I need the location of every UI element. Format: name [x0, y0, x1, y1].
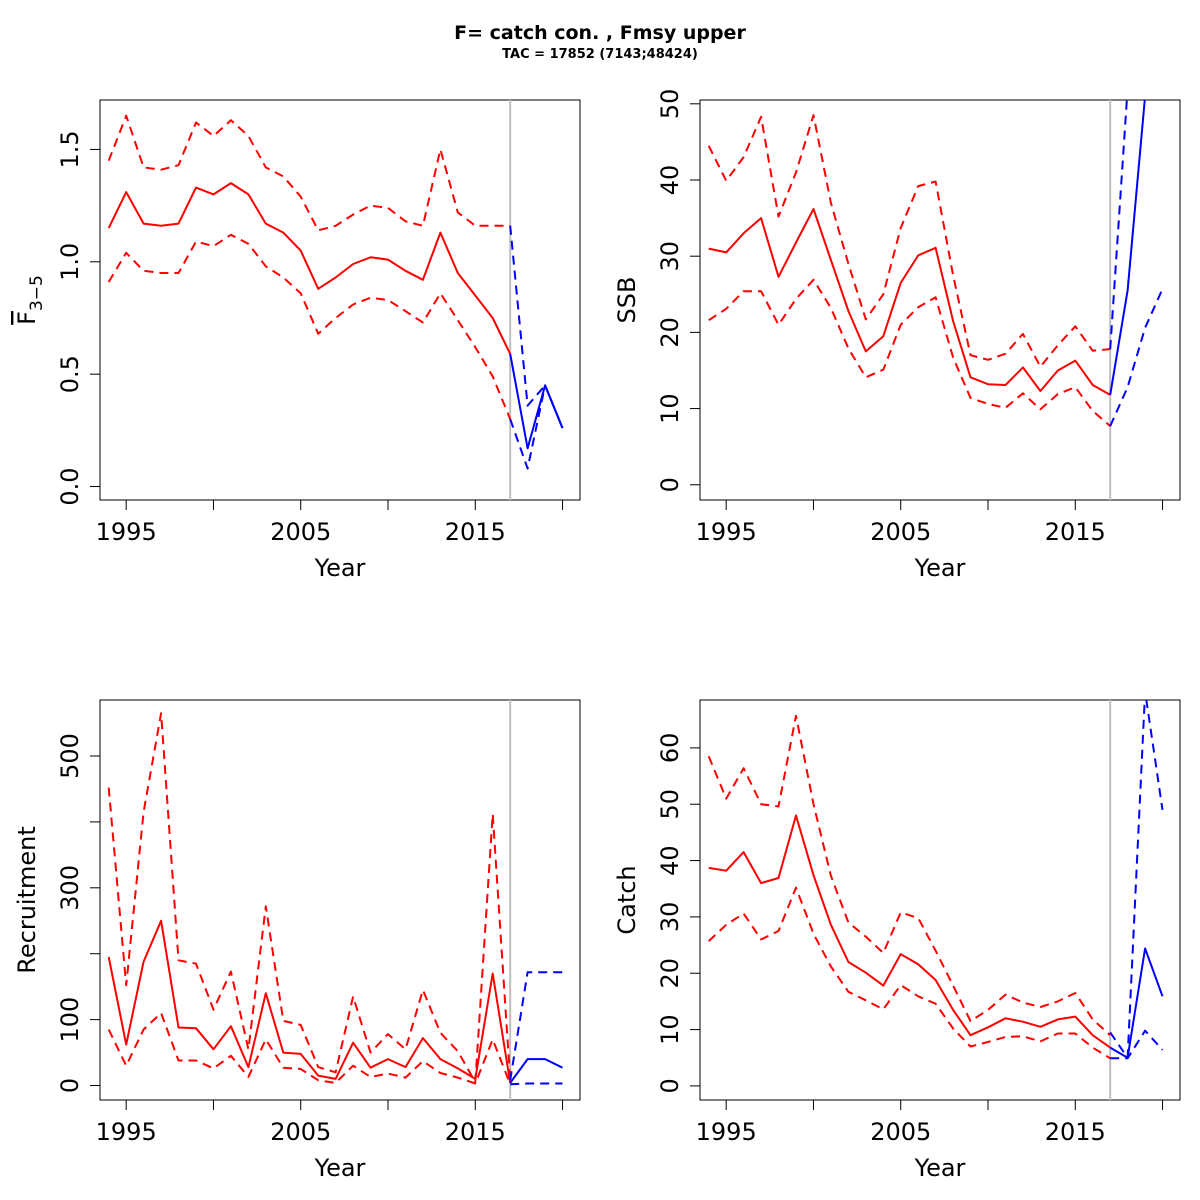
- catch-panel: 1995 2005 2015 0 10 20 30 40 50 60 Year Catch: [613, 699, 1181, 1182]
- historic-estimate-line: [107, 919, 512, 1084]
- x-tick-label: 2005: [870, 518, 931, 546]
- y-tick-label: 0: [56, 1078, 84, 1093]
- forecast-lower-line: [510, 1082, 563, 1086]
- x-tick-label: 1995: [696, 518, 757, 546]
- y-tick-label: 20: [656, 958, 684, 989]
- x-axis-title: Year: [914, 1154, 966, 1182]
- y-tick-label: 50: [656, 89, 684, 120]
- x-tick-label: 2015: [445, 518, 506, 546]
- x-tick-label: 2005: [270, 1118, 331, 1146]
- y-axis-title: SSB: [613, 277, 641, 324]
- forecast-estimate-line: [509, 353, 564, 450]
- y-axis-title: Recruitment: [13, 826, 41, 973]
- forecast-lower-line: [509, 384, 564, 470]
- forecast-upper-line: [509, 971, 563, 1081]
- x-tick-label: 1995: [96, 1118, 157, 1146]
- plot-lines: [707, 100, 1164, 427]
- figure-subtitle: TAC = 17852 (7143;48424): [502, 47, 698, 62]
- y-tick-label: 10: [656, 393, 684, 424]
- plot-lines: [107, 114, 564, 470]
- y-tick-label: 0: [656, 477, 684, 492]
- plot-frame: [99, 699, 581, 1101]
- historic-upper-line: [707, 714, 1111, 1036]
- f-panel: 1995 2005 2015 0.0 0.5 1.0 1.5 Year F3−5: [13, 99, 581, 582]
- y-tick-label: 60: [656, 733, 684, 764]
- historic-upper-line: [707, 114, 1111, 368]
- y-tick-label: 0: [656, 1078, 684, 1093]
- y-tick-label: 300: [56, 865, 84, 911]
- forecast-estimate-line: [509, 1058, 563, 1084]
- plot-lines: [707, 700, 1164, 1060]
- y-axis-title-main: F: [13, 311, 41, 325]
- y-tick-label: 10: [656, 1014, 684, 1045]
- x-tick-label: 2015: [445, 1118, 506, 1146]
- historic-estimate-line: [107, 182, 512, 355]
- forecast-estimate-line: [1109, 100, 1146, 396]
- y-axis-title-subscript: 3−5: [27, 275, 47, 311]
- y-tick-label: 500: [56, 733, 84, 779]
- historic-upper-line: [107, 712, 512, 1084]
- forecast-upper-line: [1109, 100, 1128, 350]
- historic-upper-line: [107, 114, 511, 232]
- recruitment-panel: 1995 2005 2015 0 100 300 500 Year Recruitment: [13, 699, 581, 1182]
- forecast-upper-line: [509, 225, 564, 429]
- forecast-lower-line: [1109, 288, 1164, 427]
- y-tick-label: 1.5: [56, 130, 84, 168]
- x-tick-label: 2015: [1045, 1118, 1106, 1146]
- x-axis-title: Year: [914, 554, 966, 582]
- historic-estimate-line: [708, 208, 1111, 396]
- plot-frame: [99, 99, 581, 501]
- forecast-lower-line: [1110, 1029, 1164, 1060]
- y-tick-label: 1.0: [56, 243, 84, 281]
- y-tick-label: 40: [656, 845, 684, 876]
- x-axis-title: Year: [314, 1154, 366, 1182]
- plot-frame: [699, 699, 1181, 1101]
- historic-lower-line: [107, 1012, 512, 1085]
- x-tick-label: 2005: [270, 518, 331, 546]
- y-tick-label: 0.5: [56, 355, 84, 393]
- forecast-upper-line: [1109, 700, 1164, 1059]
- y-axis-title: F3−5: [13, 275, 47, 325]
- historic-lower-line: [107, 233, 512, 420]
- x-tick-label: 2005: [870, 1118, 931, 1146]
- historic-estimate-line: [708, 814, 1111, 1049]
- x-axis-title: Year: [314, 554, 366, 582]
- x-tick-label: 2015: [1045, 518, 1106, 546]
- x-tick-label: 1995: [96, 518, 157, 546]
- y-tick-label: 50: [656, 789, 684, 820]
- plot-lines: [107, 712, 563, 1086]
- figure-title: F= catch con. , Fmsy upper: [454, 22, 746, 44]
- plot-frame: [699, 99, 1181, 501]
- y-tick-label: 30: [656, 241, 684, 272]
- historic-lower-line: [708, 278, 1111, 427]
- y-tick-label: 100: [56, 997, 84, 1043]
- y-tick-label: 20: [656, 317, 684, 348]
- y-tick-label: 0.0: [56, 467, 84, 505]
- x-tick-label: 1995: [696, 1118, 757, 1146]
- y-axis-title: Catch: [613, 865, 641, 934]
- y-tick-label: 30: [656, 902, 684, 933]
- historic-lower-line: [708, 886, 1111, 1060]
- y-tick-label: 40: [656, 165, 684, 196]
- forecast-estimate-line: [1109, 947, 1164, 1059]
- ssb-panel: 1995 2005 2015 0 10 20 30 40 50 Year SSB: [613, 89, 1181, 582]
